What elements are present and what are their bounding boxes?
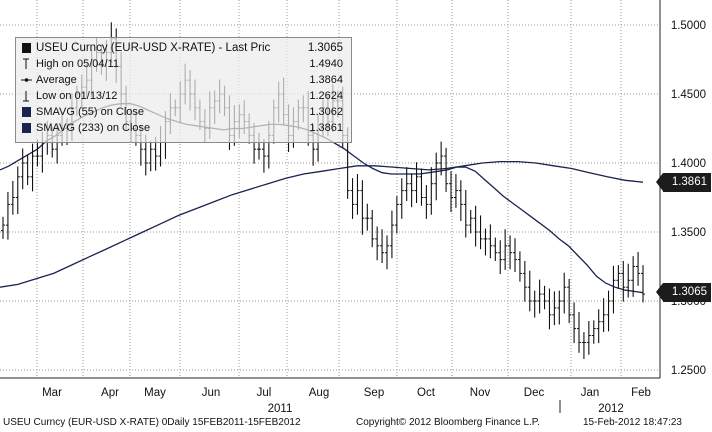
legend-label: Average: [36, 74, 77, 86]
x-tick-label: Oct: [417, 387, 436, 399]
sma233-line: [0, 160, 644, 288]
series-swatch-icon: [20, 104, 34, 120]
legend-value: 1.3062: [309, 106, 343, 118]
x-year-label: 2011: [268, 403, 293, 415]
y-tick-label: 1.2500: [671, 365, 706, 377]
legend-label: SMAVG (55) on Close: [36, 106, 145, 118]
y-tick-label: 1.5000: [671, 20, 706, 32]
legend-label: High on 05/04/11: [36, 58, 119, 70]
x-tick-label: Aug: [309, 387, 329, 399]
legend-row-sma55: SMAVG (55) on Close 1.3062: [20, 104, 347, 120]
y-tick-label: 1.3500: [671, 227, 706, 239]
legend-row-high: High on 05/04/11 1.4940: [20, 56, 347, 72]
average-marker-icon: [20, 72, 34, 88]
legend-last-value: 1.3065: [307, 42, 343, 54]
x-tick-label: Jul: [257, 387, 272, 399]
x-tick-label: Jan: [581, 387, 600, 399]
square-bullet-icon: [20, 40, 34, 56]
sma233-value-tag: 1.3861: [656, 173, 711, 192]
legend-label: Low on 01/13/12: [36, 90, 118, 102]
legend-ticker: USEU Curncy: [36, 42, 108, 54]
legend-row-low: Low on 01/13/12 1.2624: [20, 88, 347, 104]
y-tick-label: 1.4000: [671, 158, 706, 170]
footer-copyright: Copyright© 2012 Bloomberg Finance L.P.: [356, 417, 540, 428]
high-marker-icon: [20, 56, 34, 72]
chart-legend: USEU Curncy (EUR-USD X-RATE) - Last Pric…: [15, 37, 352, 143]
x-tick-label: Jun: [202, 387, 221, 399]
x-tick-label: Mar: [42, 387, 62, 399]
legend-value: 1.3864: [309, 74, 343, 86]
x-tick-label: Feb: [631, 387, 651, 399]
footer-timestamp: 15-Feb-2012 18:47:23: [583, 417, 682, 428]
x-tick-label: May: [144, 387, 166, 399]
footer-security-info: USEU Curncy (EUR-USD X-RATE) 0Daily 15FE…: [3, 417, 301, 428]
x-tick-label: Dec: [524, 387, 545, 399]
low-marker-icon: [20, 88, 34, 104]
x-tick-label: Nov: [470, 387, 491, 399]
legend-title-row: USEU Curncy (EUR-USD X-RATE) - Last Pric…: [20, 40, 347, 56]
legend-label: SMAVG (233) on Close: [36, 122, 151, 134]
legend-value: 1.4940: [309, 58, 343, 70]
y-tick-label: 1.4500: [671, 89, 706, 101]
legend-value: 1.2624: [309, 90, 343, 102]
x-year-label: 2012: [598, 403, 624, 415]
x-tick-label: Apr: [101, 387, 119, 399]
legend-description: (EUR-USD X-RATE) - Last Pric: [110, 42, 271, 54]
legend-row-sma233: SMAVG (233) on Close 1.3861: [20, 120, 347, 136]
last-price-tag: 1.3065: [656, 283, 711, 302]
series-swatch-icon: [20, 120, 34, 136]
legend-value: 1.3861: [309, 122, 343, 134]
legend-row-average: Average 1.3864: [20, 72, 347, 88]
x-tick-label: Sep: [364, 387, 384, 399]
